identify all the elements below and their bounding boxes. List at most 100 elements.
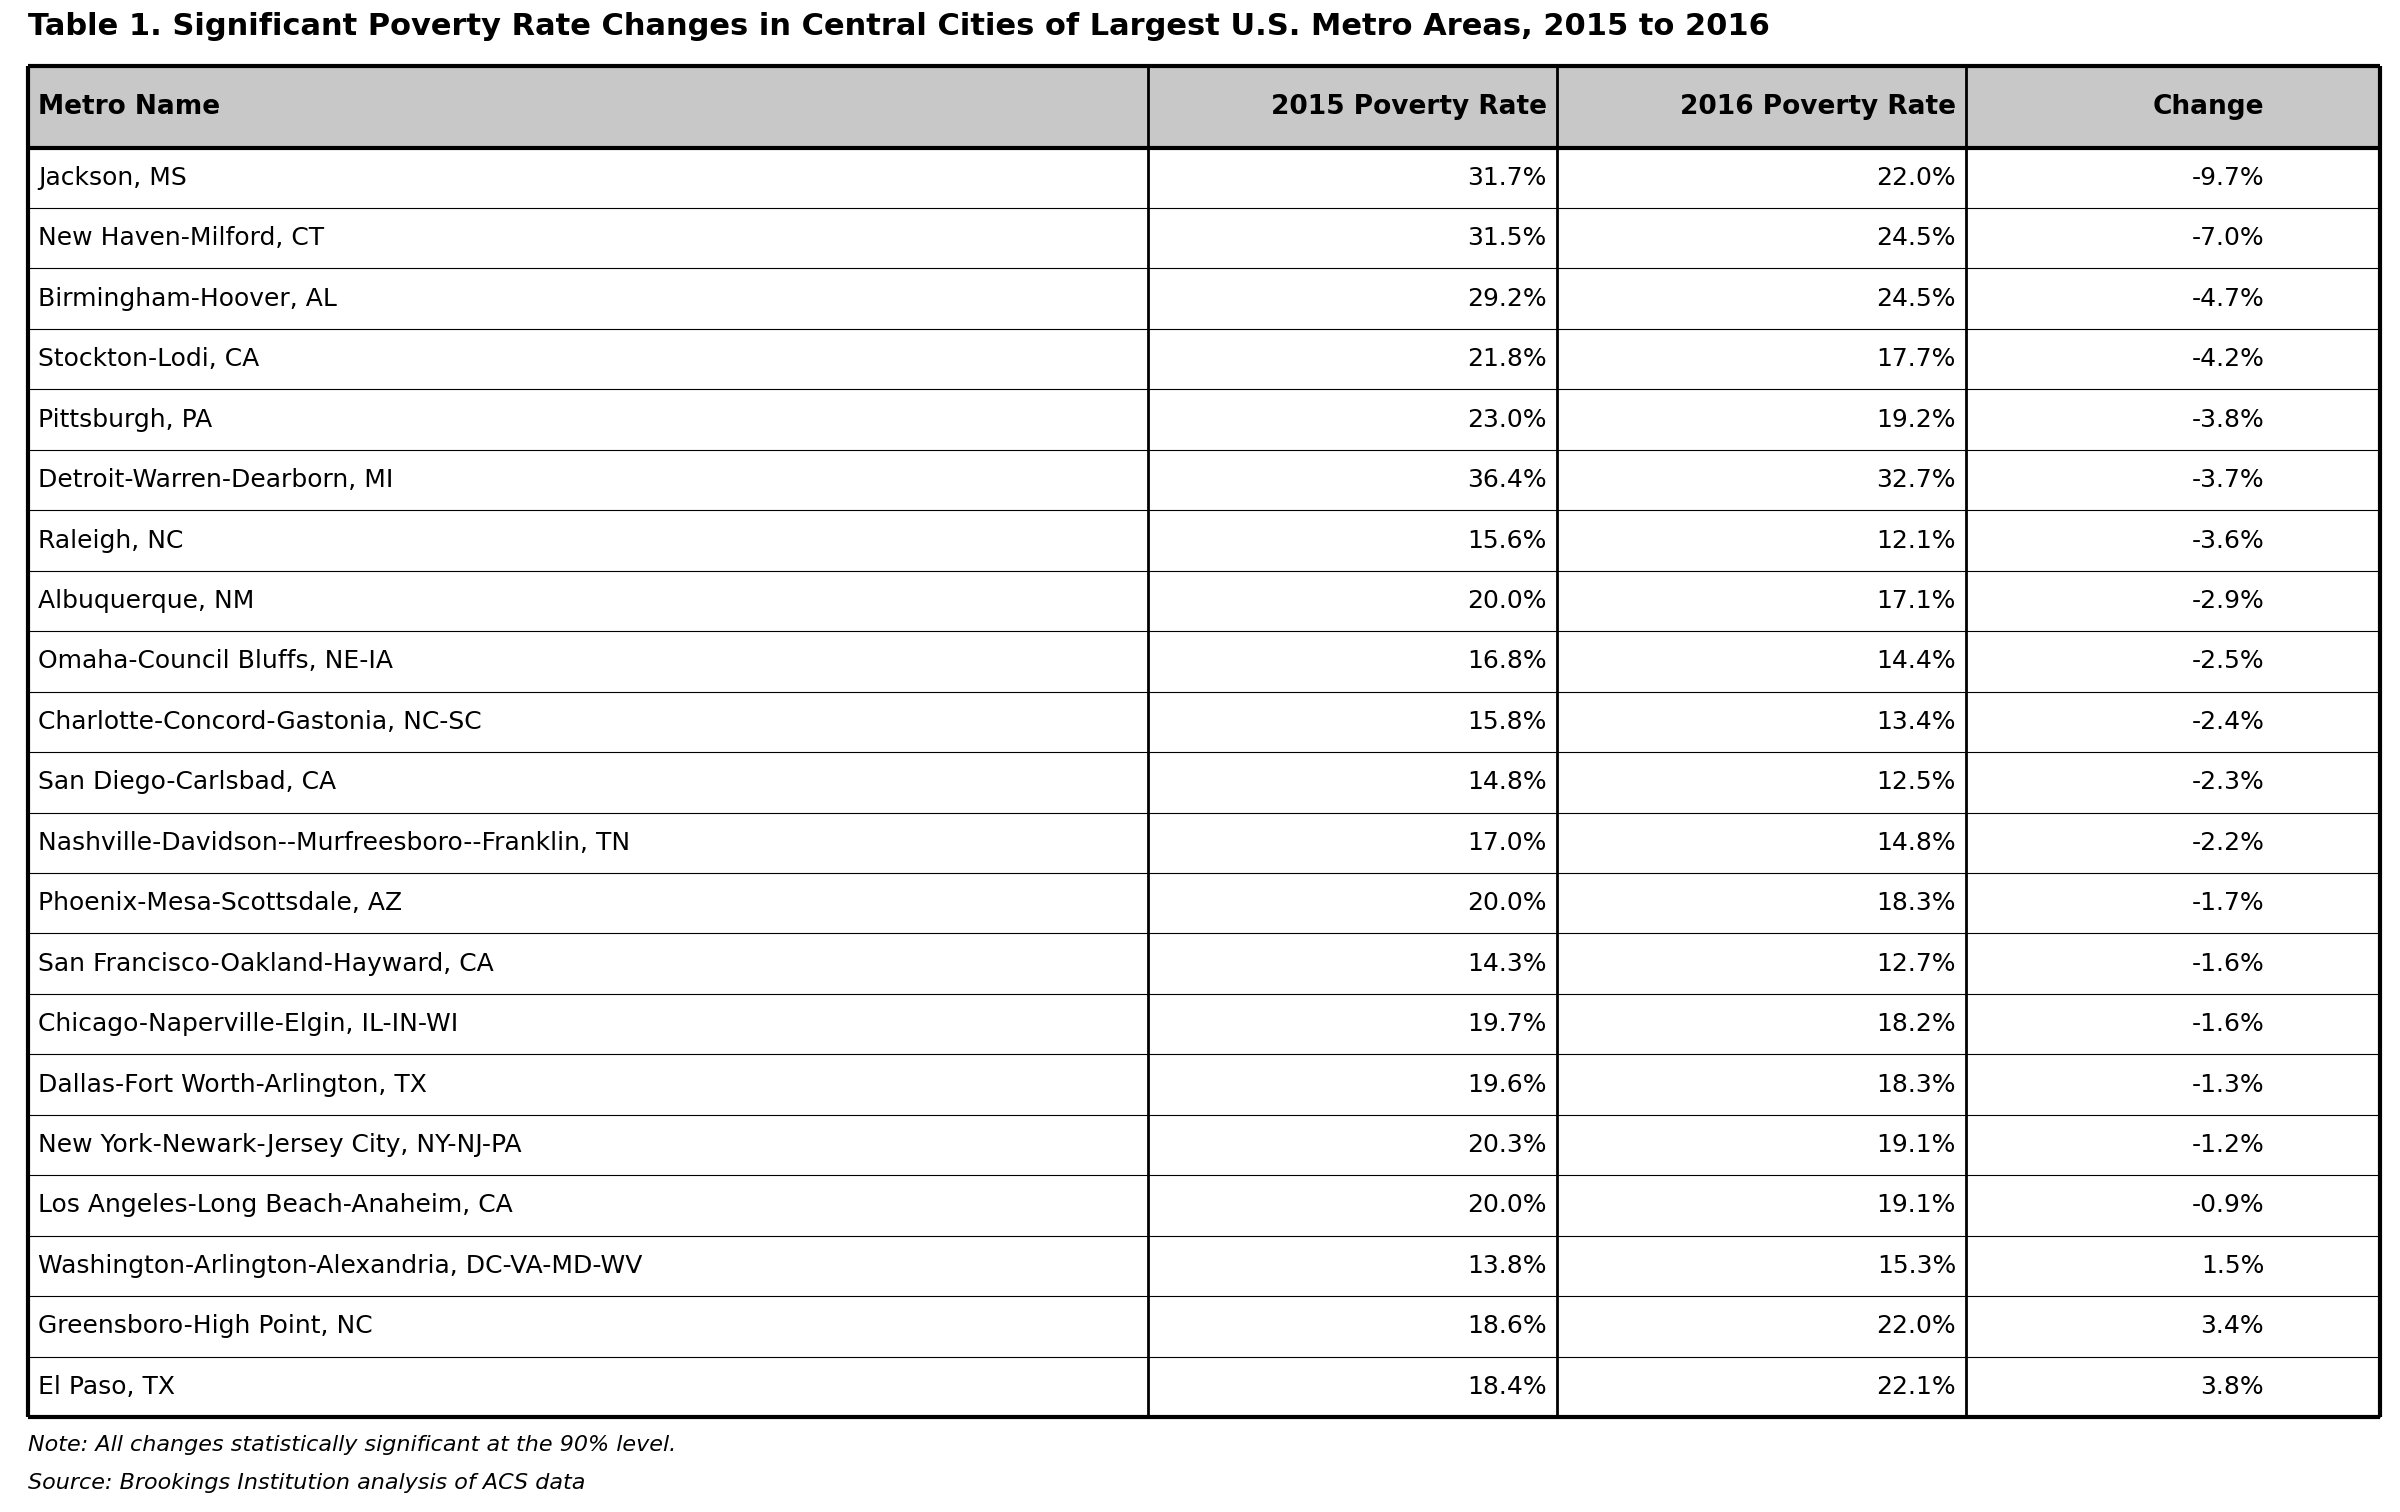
Text: -3.8%: -3.8% [2191, 408, 2263, 431]
Text: -1.3%: -1.3% [2191, 1072, 2263, 1096]
Text: 22.0%: 22.0% [1877, 1314, 1956, 1338]
Text: 17.7%: 17.7% [1877, 348, 1956, 370]
Text: -1.7%: -1.7% [2191, 891, 2263, 915]
Text: 13.8%: 13.8% [1466, 1253, 1548, 1278]
Text: -2.9%: -2.9% [2191, 590, 2263, 612]
Text: Raleigh, NC: Raleigh, NC [38, 529, 182, 552]
Bar [29, 148, 2381, 209]
Bar [29, 1356, 2381, 1417]
Text: 20.0%: 20.0% [1466, 1193, 1548, 1217]
Text: 24.5%: 24.5% [1877, 227, 1956, 251]
Text: -3.7%: -3.7% [2191, 469, 2263, 491]
Bar [29, 209, 2381, 269]
Bar [29, 390, 2381, 451]
Text: -9.7%: -9.7% [2191, 166, 2263, 191]
Text: -2.4%: -2.4% [2191, 709, 2263, 733]
Text: Phoenix-Mesa-Scottsdale, AZ: Phoenix-Mesa-Scottsdale, AZ [38, 891, 403, 915]
Text: 17.0%: 17.0% [1466, 830, 1548, 854]
Text: Note: All changes statistically significant at the 90% level.: Note: All changes statistically signific… [29, 1435, 677, 1455]
Text: 19.7%: 19.7% [1466, 1012, 1548, 1036]
Text: Albuquerque, NM: Albuquerque, NM [38, 590, 254, 612]
Bar [29, 570, 2381, 631]
Bar [29, 451, 2381, 510]
Text: -7.0%: -7.0% [2191, 227, 2263, 251]
Text: 17.1%: 17.1% [1877, 590, 1956, 612]
Text: San Diego-Carlsbad, CA: San Diego-Carlsbad, CA [38, 770, 336, 794]
Text: Change: Change [2153, 94, 2263, 119]
Text: Nashville-Davidson--Murfreesboro--Franklin, TN: Nashville-Davidson--Murfreesboro--Frankl… [38, 830, 631, 854]
Text: -0.9%: -0.9% [2191, 1193, 2263, 1217]
Text: 21.8%: 21.8% [1466, 348, 1548, 370]
Bar [29, 691, 2381, 751]
Text: Pittsburgh, PA: Pittsburgh, PA [38, 408, 211, 431]
Text: -1.2%: -1.2% [2191, 1132, 2263, 1157]
Text: 23.0%: 23.0% [1466, 408, 1548, 431]
Text: 18.6%: 18.6% [1466, 1314, 1548, 1338]
Text: Omaha-Council Bluffs, NE-IA: Omaha-Council Bluffs, NE-IA [38, 650, 394, 673]
Text: Metro Name: Metro Name [38, 94, 221, 119]
Text: 2016 Poverty Rate: 2016 Poverty Rate [1680, 94, 1956, 119]
Text: 14.4%: 14.4% [1877, 650, 1956, 673]
Text: -1.6%: -1.6% [2191, 1012, 2263, 1036]
Bar [29, 872, 2381, 933]
Text: 29.2%: 29.2% [1466, 287, 1548, 311]
Text: Detroit-Warren-Dearborn, MI: Detroit-Warren-Dearborn, MI [38, 469, 394, 491]
Text: El Paso, TX: El Paso, TX [38, 1374, 175, 1399]
Text: 24.5%: 24.5% [1877, 287, 1956, 311]
Bar [29, 993, 2381, 1054]
Text: Los Angeles-Long Beach-Anaheim, CA: Los Angeles-Long Beach-Anaheim, CA [38, 1193, 514, 1217]
Text: 18.3%: 18.3% [1877, 891, 1956, 915]
Text: 12.5%: 12.5% [1877, 770, 1956, 794]
Text: 1.5%: 1.5% [2201, 1253, 2263, 1278]
Text: San Francisco-Oakland-Hayward, CA: San Francisco-Oakland-Hayward, CA [38, 951, 494, 975]
Bar [29, 1296, 2381, 1356]
Text: 2015 Poverty Rate: 2015 Poverty Rate [1272, 94, 1548, 119]
Text: 20.0%: 20.0% [1466, 891, 1548, 915]
Bar [29, 631, 2381, 691]
Text: 18.4%: 18.4% [1466, 1374, 1548, 1399]
Text: -4.7%: -4.7% [2191, 287, 2263, 311]
Text: Jackson, MS: Jackson, MS [38, 166, 187, 191]
Text: 18.2%: 18.2% [1877, 1012, 1956, 1036]
Bar [29, 1175, 2381, 1235]
Bar [29, 933, 2381, 993]
Text: 14.3%: 14.3% [1466, 951, 1548, 975]
Bar [29, 269, 2381, 330]
Text: -1.6%: -1.6% [2191, 951, 2263, 975]
Text: 20.0%: 20.0% [1466, 590, 1548, 612]
Text: 12.7%: 12.7% [1877, 951, 1956, 975]
Text: Dallas-Fort Worth-Arlington, TX: Dallas-Fort Worth-Arlington, TX [38, 1072, 427, 1096]
Text: 36.4%: 36.4% [1466, 469, 1548, 491]
Text: Source: Brookings Institution analysis of ACS data: Source: Brookings Institution analysis o… [29, 1473, 586, 1492]
Bar [29, 330, 2381, 390]
Text: 18.3%: 18.3% [1877, 1072, 1956, 1096]
Text: 22.0%: 22.0% [1877, 166, 1956, 191]
Bar [29, 510, 2381, 570]
Text: 20.3%: 20.3% [1466, 1132, 1548, 1157]
Text: Stockton-Lodi, CA: Stockton-Lodi, CA [38, 348, 259, 370]
Bar [29, 812, 2381, 872]
Text: 14.8%: 14.8% [1877, 830, 1956, 854]
Text: -2.2%: -2.2% [2191, 830, 2263, 854]
Text: 32.7%: 32.7% [1877, 469, 1956, 491]
Text: Table 1. Significant Poverty Rate Changes in Central Cities of Largest U.S. Metr: Table 1. Significant Poverty Rate Change… [29, 12, 1769, 41]
Text: Chicago-Naperville-Elgin, IL-IN-WI: Chicago-Naperville-Elgin, IL-IN-WI [38, 1012, 458, 1036]
Text: 14.8%: 14.8% [1466, 770, 1548, 794]
Text: 19.1%: 19.1% [1877, 1132, 1956, 1157]
Text: -4.2%: -4.2% [2191, 348, 2263, 370]
Text: 19.1%: 19.1% [1877, 1193, 1956, 1217]
Text: 15.3%: 15.3% [1877, 1253, 1956, 1278]
Bar [29, 67, 2381, 148]
Bar [29, 1235, 2381, 1296]
Text: 16.8%: 16.8% [1466, 650, 1548, 673]
Text: Greensboro-High Point, NC: Greensboro-High Point, NC [38, 1314, 372, 1338]
Text: 19.6%: 19.6% [1466, 1072, 1548, 1096]
Text: 31.7%: 31.7% [1466, 166, 1548, 191]
Text: 15.8%: 15.8% [1466, 709, 1548, 733]
Bar [29, 1114, 2381, 1175]
Bar [29, 751, 2381, 812]
Text: -2.5%: -2.5% [2191, 650, 2263, 673]
Text: Washington-Arlington-Alexandria, DC-VA-MD-WV: Washington-Arlington-Alexandria, DC-VA-M… [38, 1253, 643, 1278]
Text: 19.2%: 19.2% [1877, 408, 1956, 431]
Text: 3.8%: 3.8% [2201, 1374, 2263, 1399]
